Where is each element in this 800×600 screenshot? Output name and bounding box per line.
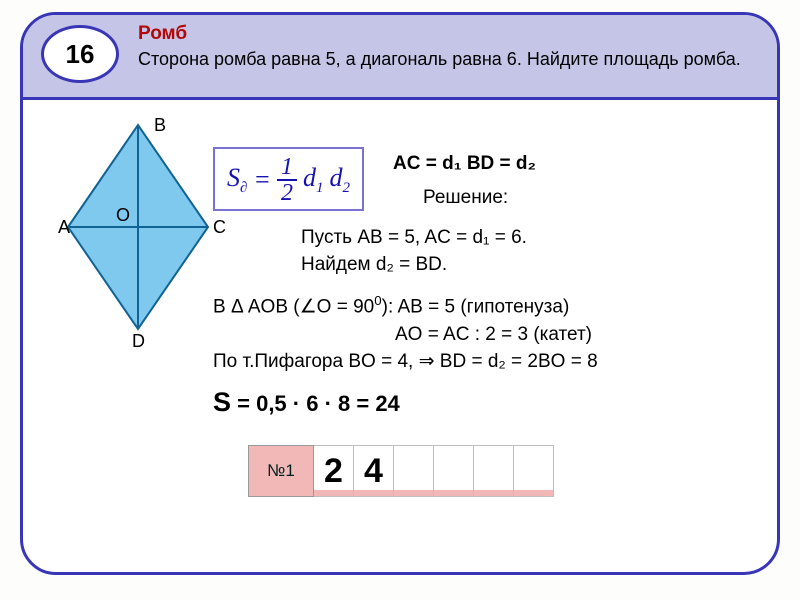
angle-icon: ∠ [300,296,317,317]
vertex-c: C [213,217,226,237]
answer-cell[interactable]: 2 [314,445,354,497]
header-rule [23,97,777,100]
answer-cell[interactable] [434,445,474,497]
let-line-1: Пусть AB = 5, AC = d₁ = 6. [301,225,527,252]
topic-label: Ромб [138,23,747,45]
formula-eq: = [253,165,271,195]
vertex-b: B [154,117,166,135]
slide-frame: 16 Ромб Сторона ромба равна 5, а диагона… [20,12,780,575]
let-line-2: Найдем d₂ = BD. [301,252,527,279]
area-formula-box: S∂ = 1 2 d1 d2 [213,147,364,211]
problem-text: Сторона ромба равна 5, а диагональ равна… [138,47,747,71]
answer-label: №1 [248,445,314,497]
vertex-d: D [132,331,145,349]
formula-fraction: 1 2 [277,155,297,205]
solution-label: Решение: [423,187,508,209]
let-block: Пусть AB = 5, AC = d₁ = 6. Найдем d₂ = B… [301,225,527,278]
formula-d2: d2 [329,163,350,197]
slide-number-badge: 16 [41,25,119,83]
formula-s: S∂ [227,163,247,197]
slide-number: 16 [66,39,95,70]
formula-d1: d1 [303,163,324,197]
tri-line-1: В Δ AOB (∠O = 900): AB = 5 (гипотенуза) [213,291,598,321]
rhombus-diagram: A B C D O [58,117,228,349]
answer-cell[interactable]: 4 [354,445,394,497]
center-o: O [116,205,130,225]
answer-cell[interactable] [394,445,434,497]
diagonals-defs: AC = d₁ BD = d₂ [393,153,536,175]
area-result: S = 0,5 · 6 · 8 = 24 [213,387,400,418]
title-block: Ромб Сторона ромба равна 5, а диагональ … [138,23,747,71]
triangle-block: В Δ AOB (∠O = 900): AB = 5 (гипотенуза) … [213,291,598,376]
vertex-a: A [58,217,70,237]
answer-cell[interactable] [514,445,554,497]
answer-cell[interactable] [474,445,514,497]
tri-line-2: AO = AC : 2 = 3 (катет) [213,321,598,349]
answer-grid: №1 2 4 [248,445,554,497]
tri-line-3: По т.Пифагора BO = 4, ⇒ BD = d₂ = 2BO = … [213,348,598,376]
